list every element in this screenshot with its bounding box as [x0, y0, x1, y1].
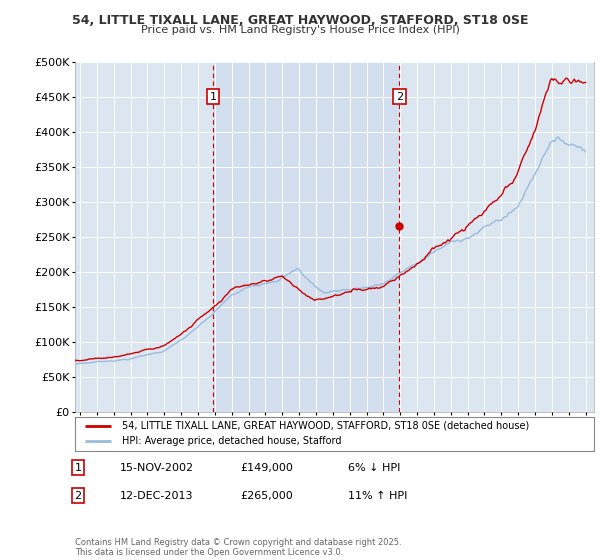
Text: Contains HM Land Registry data © Crown copyright and database right 2025.
This d: Contains HM Land Registry data © Crown c… [75, 538, 401, 557]
Text: 15-NOV-2002: 15-NOV-2002 [120, 463, 194, 473]
Text: 54, LITTLE TIXALL LANE, GREAT HAYWOOD, STAFFORD, ST18 0SE (detached house): 54, LITTLE TIXALL LANE, GREAT HAYWOOD, S… [122, 421, 529, 431]
Text: 54, LITTLE TIXALL LANE, GREAT HAYWOOD, STAFFORD, ST18 0SE: 54, LITTLE TIXALL LANE, GREAT HAYWOOD, S… [72, 14, 528, 27]
Text: 1: 1 [74, 463, 82, 473]
Text: 12-DEC-2013: 12-DEC-2013 [120, 491, 193, 501]
Text: £265,000: £265,000 [240, 491, 293, 501]
Text: 2: 2 [396, 92, 403, 101]
Text: 2: 2 [74, 491, 82, 501]
Bar [213, 62, 400, 412]
Text: 6% ↓ HPI: 6% ↓ HPI [348, 463, 400, 473]
Text: Price paid vs. HM Land Registry's House Price Index (HPI): Price paid vs. HM Land Registry's House … [140, 25, 460, 35]
Text: £149,000: £149,000 [240, 463, 293, 473]
Text: HPI: Average price, detached house, Stafford: HPI: Average price, detached house, Staf… [122, 436, 341, 446]
Text: 1: 1 [209, 92, 217, 101]
Text: 11% ↑ HPI: 11% ↑ HPI [348, 491, 407, 501]
